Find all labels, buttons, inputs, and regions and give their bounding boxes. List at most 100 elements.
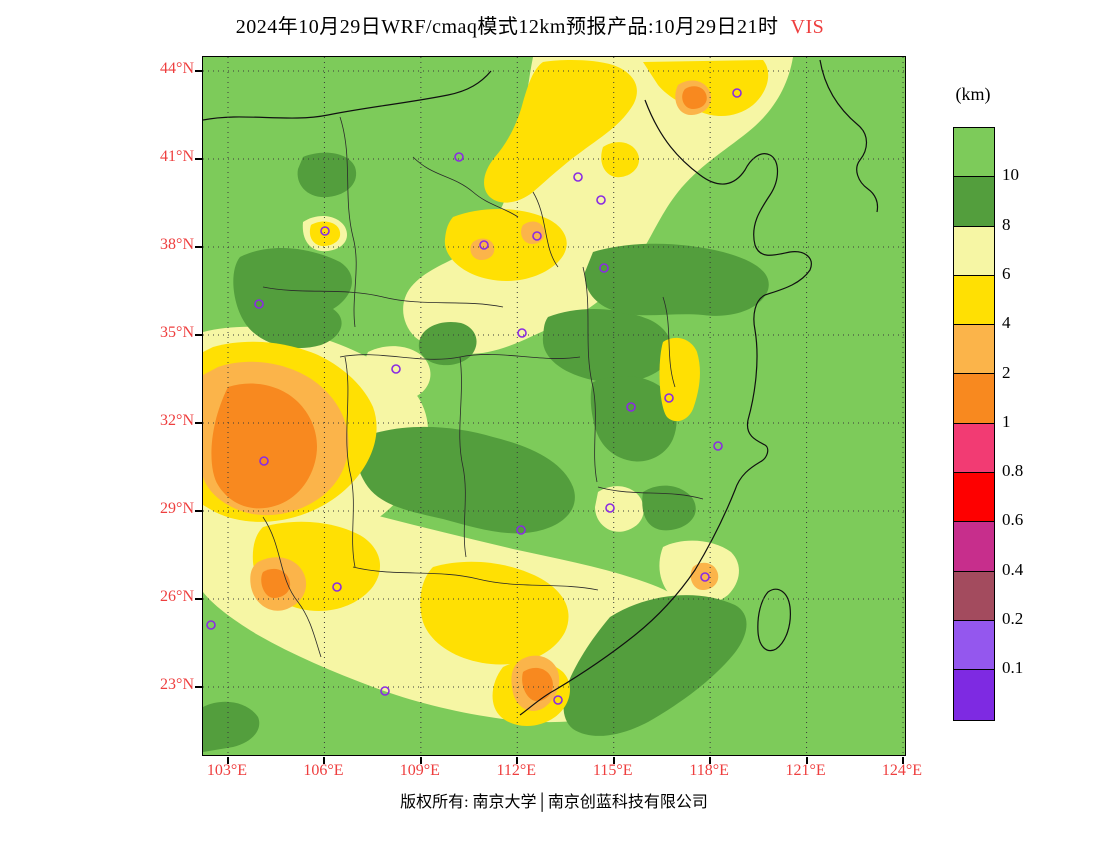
colorbar-label: 8 xyxy=(1002,214,1011,234)
lon-tick-label: 103°E xyxy=(206,762,248,779)
colorbar-seg-violet xyxy=(954,670,994,720)
lon-tick-label: 121°E xyxy=(785,762,826,779)
region-vis-1-2km xyxy=(682,86,707,109)
region-vis-8-10km xyxy=(590,375,677,462)
map-title: 2024年10月29日WRF/cmaq模式12km预报产品:10月29日21时 V… xyxy=(0,10,1060,39)
lon-tick-label: 112°E xyxy=(496,762,537,779)
region-vis-8-10km xyxy=(356,426,575,534)
city-marker xyxy=(259,456,269,466)
colorbar-label: 4 xyxy=(1002,313,1011,333)
region-vis-2-4km xyxy=(690,562,719,591)
colorbar-label: 10 xyxy=(1002,165,1019,185)
title-variable: VIS xyxy=(790,16,825,38)
city-marker xyxy=(332,582,342,592)
colorbar-label: 0.8 xyxy=(1002,461,1024,481)
colorbar-label: 6 xyxy=(1002,263,1011,283)
colorbar-seg-maroon xyxy=(954,571,994,621)
city-marker xyxy=(532,231,542,241)
lon-tick-mark xyxy=(902,757,904,764)
city-marker xyxy=(254,299,264,309)
lon-tick-label: 115°E xyxy=(592,762,633,779)
region-vis-8-10km xyxy=(542,308,672,383)
lat-tick-label: 41°N xyxy=(160,148,194,165)
region-vis-8-10km xyxy=(563,595,747,736)
region-vis-4-6km xyxy=(309,221,341,247)
colorbar-label: 2 xyxy=(1002,362,1011,382)
province-border xyxy=(662,296,676,388)
region-vis-8-10km xyxy=(297,152,357,198)
city-marker xyxy=(626,402,636,412)
colorbar-seg-lightOrange xyxy=(954,325,994,375)
city-marker xyxy=(553,695,563,705)
colorbar-seg-red xyxy=(954,473,994,523)
lon-tick-mark xyxy=(516,757,519,764)
city-marker xyxy=(516,525,526,535)
colorbar-seg-paleYellow xyxy=(954,226,994,276)
coastline xyxy=(819,59,879,213)
colorbar-seg-darkGreen xyxy=(954,177,994,227)
region-vis-4-6km xyxy=(601,142,640,178)
province-border xyxy=(582,266,598,483)
city-marker xyxy=(664,393,674,403)
city-marker xyxy=(700,572,710,582)
province-border xyxy=(532,191,559,268)
lat-tick-label: 23°N xyxy=(160,676,194,693)
colorbar-seg-pink xyxy=(954,423,994,474)
copyright-footer: 版权所有: 南京大学│南京创蓝科技有限公司 xyxy=(400,794,708,811)
region-vis-4-6km xyxy=(420,561,569,665)
region-vis-8-10km xyxy=(418,321,477,366)
lon-tick-label: 118°E xyxy=(689,762,729,779)
colorbar-label: 0.4 xyxy=(1002,559,1024,579)
city-marker xyxy=(732,88,742,98)
lon-tick-mark xyxy=(419,757,422,764)
province-border xyxy=(597,486,704,500)
colorbar-label: 0.1 xyxy=(1002,658,1024,678)
lat-tick-label: 44°N xyxy=(160,60,194,77)
lat-tick-label: 32°N xyxy=(160,412,194,429)
city-marker xyxy=(391,364,401,374)
region-vis-2-4km xyxy=(521,221,545,244)
province-border xyxy=(262,286,504,308)
colorbar xyxy=(953,127,995,721)
region-vis-8-10km xyxy=(203,701,260,752)
city-marker xyxy=(380,686,390,696)
city-marker xyxy=(599,263,609,273)
lat-tick-mark xyxy=(195,510,202,512)
lat-tick-mark xyxy=(195,158,202,160)
lon-tick-mark xyxy=(709,757,712,764)
colorbar-seg-base xyxy=(954,128,994,178)
province-border xyxy=(262,516,322,658)
city-marker xyxy=(517,328,527,338)
forecast-map xyxy=(203,57,905,755)
title-text: 2024年10月29日WRF/cmaq模式12km预报产品:10月29日21时 xyxy=(235,16,779,38)
colorbar-seg-lightPurple xyxy=(954,620,994,671)
region-vis-6-8km xyxy=(595,486,644,532)
colorbar-label: 1 xyxy=(1002,411,1011,431)
lon-tick-mark xyxy=(805,757,808,764)
lat-tick-label: 35°N xyxy=(160,324,194,341)
lat-tick-label: 29°N xyxy=(160,500,194,517)
region-vis-4-6km xyxy=(484,60,637,203)
coastline xyxy=(757,588,791,652)
region-vis-8-10km xyxy=(642,485,696,531)
lat-tick-mark xyxy=(195,334,202,336)
colorbar-unit: (km) xyxy=(955,84,991,104)
province-border xyxy=(339,116,357,328)
coastline xyxy=(519,99,812,716)
lat-tick-mark xyxy=(195,422,202,424)
city-marker xyxy=(596,195,606,205)
lat-tick-mark xyxy=(195,70,202,72)
province-border xyxy=(344,356,356,568)
lon-tick-mark xyxy=(227,757,229,764)
lat-tick-label: 26°N xyxy=(160,588,194,605)
city-marker xyxy=(320,226,330,236)
city-marker xyxy=(479,240,489,250)
lon-tick-label: 124°E xyxy=(881,762,923,779)
region-vis-8-10km xyxy=(584,243,769,316)
colorbar-seg-yellow xyxy=(954,275,994,326)
lat-tick-mark xyxy=(195,246,202,248)
province-border xyxy=(459,356,467,558)
city-marker xyxy=(206,620,216,630)
province-border xyxy=(412,156,519,218)
city-marker xyxy=(454,152,464,162)
